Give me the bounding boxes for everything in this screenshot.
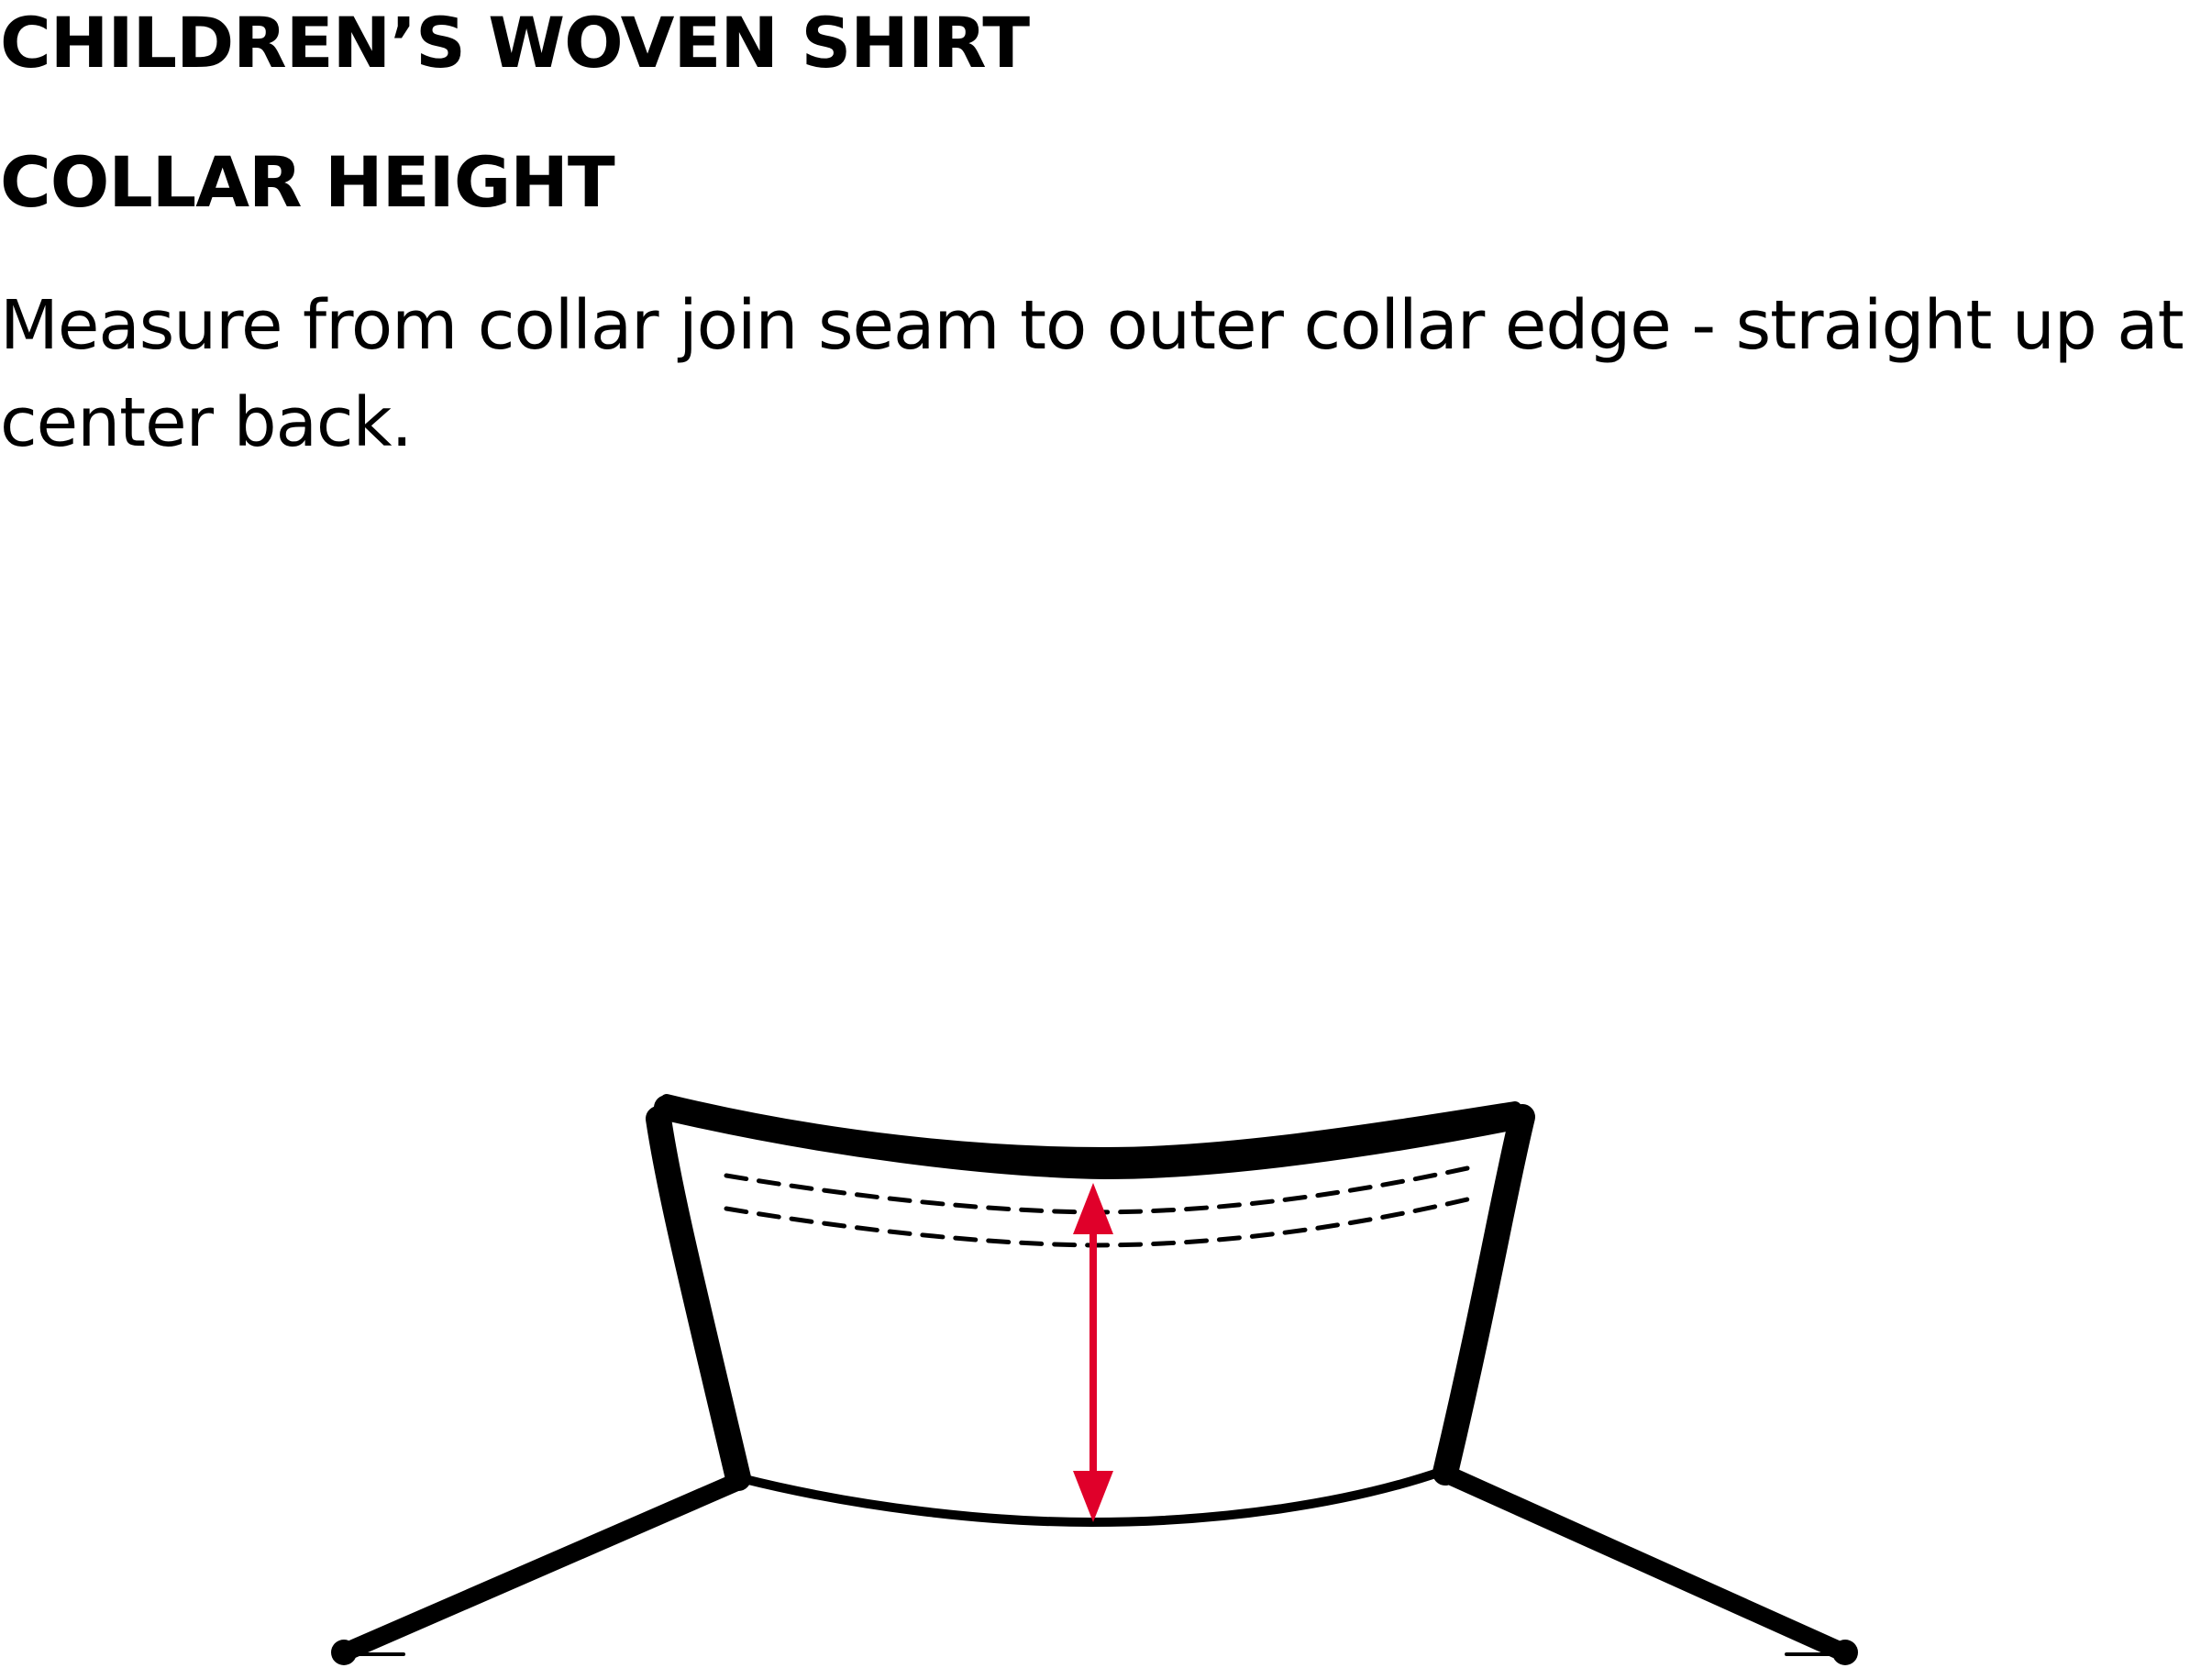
arrow-head-bottom bbox=[1073, 1471, 1113, 1522]
collar-outline-icon bbox=[331, 1094, 1858, 1665]
measurement-name: COLLAR HEIGHT bbox=[0, 141, 615, 223]
right-shoulder-line bbox=[1434, 1464, 1853, 1662]
collar-right-side bbox=[1432, 1104, 1535, 1486]
outer-collar-edge-top-line bbox=[660, 1094, 1521, 1160]
outer-collar-edge bbox=[654, 1095, 1528, 1179]
double-headed-arrow-icon bbox=[1073, 1183, 1113, 1522]
arrow-head-top bbox=[1073, 1183, 1113, 1234]
collar-left-side bbox=[646, 1106, 751, 1491]
diagram-title: CHILDREN’S WOVEN SHIRT bbox=[0, 2, 1030, 83]
left-shoulder-line bbox=[336, 1471, 750, 1662]
measurement-instructions: Measure from collar join seam to outer c… bbox=[0, 286, 2184, 462]
collar-join-seam bbox=[736, 1466, 1448, 1527]
